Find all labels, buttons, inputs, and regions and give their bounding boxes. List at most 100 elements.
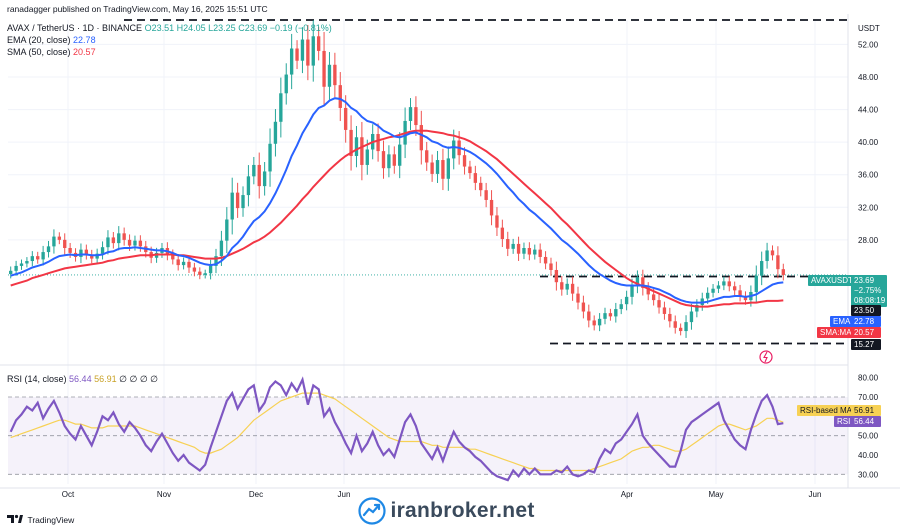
price-tag-change: −2.75%: [854, 286, 882, 295]
candle-body: [68, 248, 72, 253]
candle-body: [435, 160, 440, 174]
time-tick-label: Jun: [338, 490, 351, 499]
candle-body: [225, 219, 229, 241]
candle-body: [9, 270, 13, 275]
rsi-tick-label: 40.00: [858, 451, 879, 460]
candle-body: [754, 275, 758, 292]
rsi-tick-label: 80.00: [858, 374, 879, 383]
candle-body: [587, 311, 591, 321]
candle-body: [57, 236, 62, 240]
candle-body: [722, 281, 726, 286]
candle-body: [522, 248, 526, 254]
candle-body: [646, 287, 650, 295]
candle-body: [732, 286, 737, 291]
candle-body: [300, 39, 305, 61]
rsi-tick-label: 30.00: [858, 470, 879, 479]
candle-body: [711, 288, 715, 293]
candle-body: [52, 236, 56, 247]
candle-body: [408, 107, 413, 121]
price-tick-label: 48.00: [858, 73, 879, 82]
candle-body: [181, 261, 186, 266]
ema-legend-label: EMA (20, close): [7, 35, 71, 45]
rsi-ma-value-tag: 56.91: [851, 405, 881, 416]
alert-icon[interactable]: [759, 350, 773, 364]
candle-body: [619, 304, 623, 310]
candle-body: [430, 162, 434, 174]
ema-name-tag: EMA: [830, 316, 854, 327]
candle-body: [608, 313, 613, 317]
candle-body: [516, 243, 521, 254]
candle-body: [14, 265, 18, 271]
candle-body: [695, 305, 699, 312]
candle-body: [41, 252, 45, 260]
candle-body: [452, 140, 456, 159]
candle-body: [284, 74, 288, 94]
rsi-tick-label: 70.00: [858, 393, 879, 402]
iranbroker-watermark: iranbroker.net: [358, 497, 535, 525]
price-tag: 23.69 −2.75% 08:08:19: [851, 275, 887, 307]
sma-line: [10, 129, 784, 308]
sma-legend[interactable]: SMA (50, close) 20.57: [7, 47, 96, 57]
time-tick-label: Oct: [62, 490, 75, 499]
ema-legend-value: 22.78: [73, 35, 96, 45]
rsi-tick-label: 50.00: [858, 432, 879, 441]
candle-body: [527, 248, 532, 255]
price-tick-label: 28.00: [858, 236, 879, 245]
candle-body: [419, 125, 423, 151]
candle-body: [462, 155, 467, 167]
tradingview-logo-text: TradingView: [27, 515, 75, 525]
candle-body: [90, 254, 94, 259]
candle-body: [322, 50, 326, 87]
sma-legend-label: SMA (50, close): [7, 47, 71, 57]
time-tick-label: Nov: [157, 490, 171, 499]
candle-body: [387, 154, 391, 169]
candle-body: [565, 283, 569, 290]
candle-body: [25, 261, 29, 264]
candle-body: [241, 195, 245, 209]
candle-body: [716, 285, 721, 289]
candle-body: [111, 237, 116, 244]
candle-body: [176, 259, 180, 266]
candle-body: [576, 293, 580, 303]
candle-body: [581, 302, 586, 312]
candle-body: [122, 233, 126, 240]
candle-body: [257, 164, 261, 187]
candle-body: [506, 239, 510, 249]
ema-legend[interactable]: EMA (20, close) 22.78: [7, 35, 96, 45]
candle-body: [311, 36, 315, 66]
candle-body: [538, 249, 542, 257]
candle-body: [560, 282, 564, 290]
rsi-legend-value: 56.44: [69, 374, 92, 384]
candle-body: [554, 269, 559, 283]
candle-body: [592, 320, 596, 326]
candle-body: [781, 269, 785, 275]
candle-body: [316, 36, 321, 51]
candle-body: [349, 129, 353, 156]
candle-body: [273, 121, 278, 144]
candle-body: [425, 150, 429, 163]
rsi-legend[interactable]: RSI (14, close) 56.44 56.91 ∅ ∅ ∅ ∅: [7, 374, 158, 385]
candle-body: [46, 246, 51, 253]
candle-body: [495, 215, 499, 228]
price-tick-label: 36.00: [858, 171, 879, 180]
candle-body: [441, 160, 445, 179]
candle-body: [360, 137, 364, 165]
candle-body: [187, 261, 191, 268]
candle-body: [668, 313, 672, 322]
candle-body: [30, 256, 34, 262]
symbol-name: AVAX / TetherUS · 1D · BINANCE: [7, 23, 143, 33]
candle-body: [192, 267, 197, 272]
ohlc-high: H24.05: [176, 23, 206, 33]
brand-name: iranbroker.net: [390, 499, 535, 522]
ohlc-change: −0.19 (−0.81%): [269, 23, 332, 33]
rsi-ma-line: [10, 392, 784, 472]
tradingview-logo[interactable]: TradingView: [7, 510, 74, 528]
candle-body: [603, 313, 607, 319]
ohlc-open: O23.51: [144, 23, 175, 33]
candle-body: [500, 227, 505, 240]
time-tick-label: May: [708, 490, 723, 499]
candle-body: [392, 154, 396, 166]
candle-body: [262, 171, 267, 187]
candle-body: [84, 249, 89, 255]
